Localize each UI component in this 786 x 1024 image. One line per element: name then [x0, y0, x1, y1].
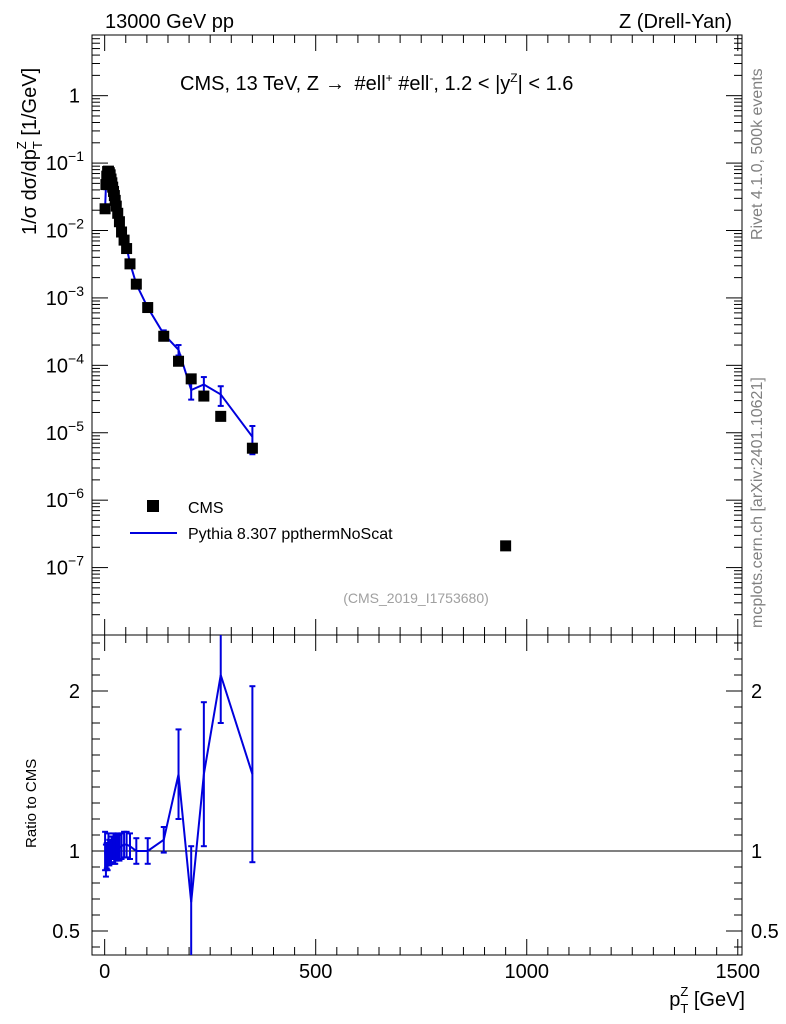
rivet-label: Rivet 4.1.0, 500k events [749, 68, 766, 240]
ratio-y-axis: 0.5 0.5 1 1 2 2 [52, 642, 779, 948]
main-y-axis: 1 10−1 10−2 10−3 10−4 10−5 10−6 10−7 [46, 38, 742, 636]
cms-data-point [121, 243, 133, 255]
ratio-ylabel: Ratio to CMS [23, 759, 40, 848]
cms-data-point [116, 226, 128, 238]
cms-data-point [130, 278, 142, 290]
ratio-y-tick-label: 2 [69, 681, 80, 703]
cms-data-point [215, 410, 227, 422]
legend: CMS Pythia 8.307 ppthermNoScat [130, 500, 393, 543]
cms-data-point [198, 390, 210, 402]
cms-data-point [246, 442, 258, 454]
main-title: CMS, 13 TeV, Z → #ell+ #ell-, 1.2 < |yZ| … [180, 71, 573, 95]
main-y-tick-label: 10−7 [46, 553, 84, 580]
mcplots-label: mcplots.cern.ch [arXiv:2401.10621] [749, 377, 766, 628]
x-axis: 0 500 1000 1500 [99, 35, 760, 983]
main-ylabel: 1/σ dσ/dpTZ [1/GeV] [14, 68, 45, 235]
header-right: Z (Drell-Yan) [619, 11, 732, 33]
cms-data-point [110, 200, 122, 212]
x-tick-label: 1500 [716, 961, 761, 983]
cms-data-point [142, 302, 154, 314]
legend-marker-cms [147, 500, 159, 512]
cms-data-point [173, 355, 185, 367]
main-y-tick-label: 10−5 [46, 418, 84, 445]
x-axis-title: pTZ [GeV] [669, 984, 745, 1016]
ratio-line [104, 674, 254, 903]
cms-data-point [100, 179, 112, 191]
main-plot-frame [91, 34, 743, 636]
main-series [99, 165, 512, 552]
ratio-series [92, 635, 742, 955]
ratio-y-tick-label-right: 1 [751, 841, 762, 863]
cms-data-point [158, 330, 170, 342]
cms-data-point [113, 216, 125, 228]
main-y-tick-label: 10−1 [46, 148, 84, 175]
x-tick-label: 1000 [504, 961, 549, 983]
legend-label-pythia: Pythia 8.307 ppthermNoScat [188, 526, 393, 543]
cms-data-point [118, 234, 130, 246]
ratio-y-tick-label-right: 0.5 [751, 921, 779, 943]
ratio-y-tick-label-right: 2 [751, 681, 762, 703]
cms-data-point [112, 207, 124, 219]
main-y-tick-label: 10−4 [46, 350, 84, 377]
main-y-tick-label: 10−3 [46, 283, 84, 310]
x-tick-label: 0 [99, 961, 110, 983]
mc-line [104, 167, 254, 438]
main-y-tick-label: 10−6 [46, 485, 84, 512]
cms-data-point [109, 194, 121, 206]
main-y-tick-label: 1 [69, 86, 80, 108]
cms-data-point [124, 258, 136, 270]
reference-annotation: (CMS_2019_I1753680) [343, 590, 489, 606]
cms-data-point [185, 373, 197, 385]
ratio-plot-frame [91, 634, 743, 956]
main-y-tick-label: 10−2 [46, 216, 84, 243]
cms-data-point [500, 540, 512, 552]
x-tick-label: 500 [299, 961, 332, 983]
header-left: 13000 GeV pp [105, 11, 234, 33]
cms-data-point [99, 203, 111, 215]
legend-label-cms: CMS [188, 500, 224, 517]
ratio-y-tick-label: 1 [69, 841, 80, 863]
ratio-y-tick-label: 0.5 [52, 921, 80, 943]
